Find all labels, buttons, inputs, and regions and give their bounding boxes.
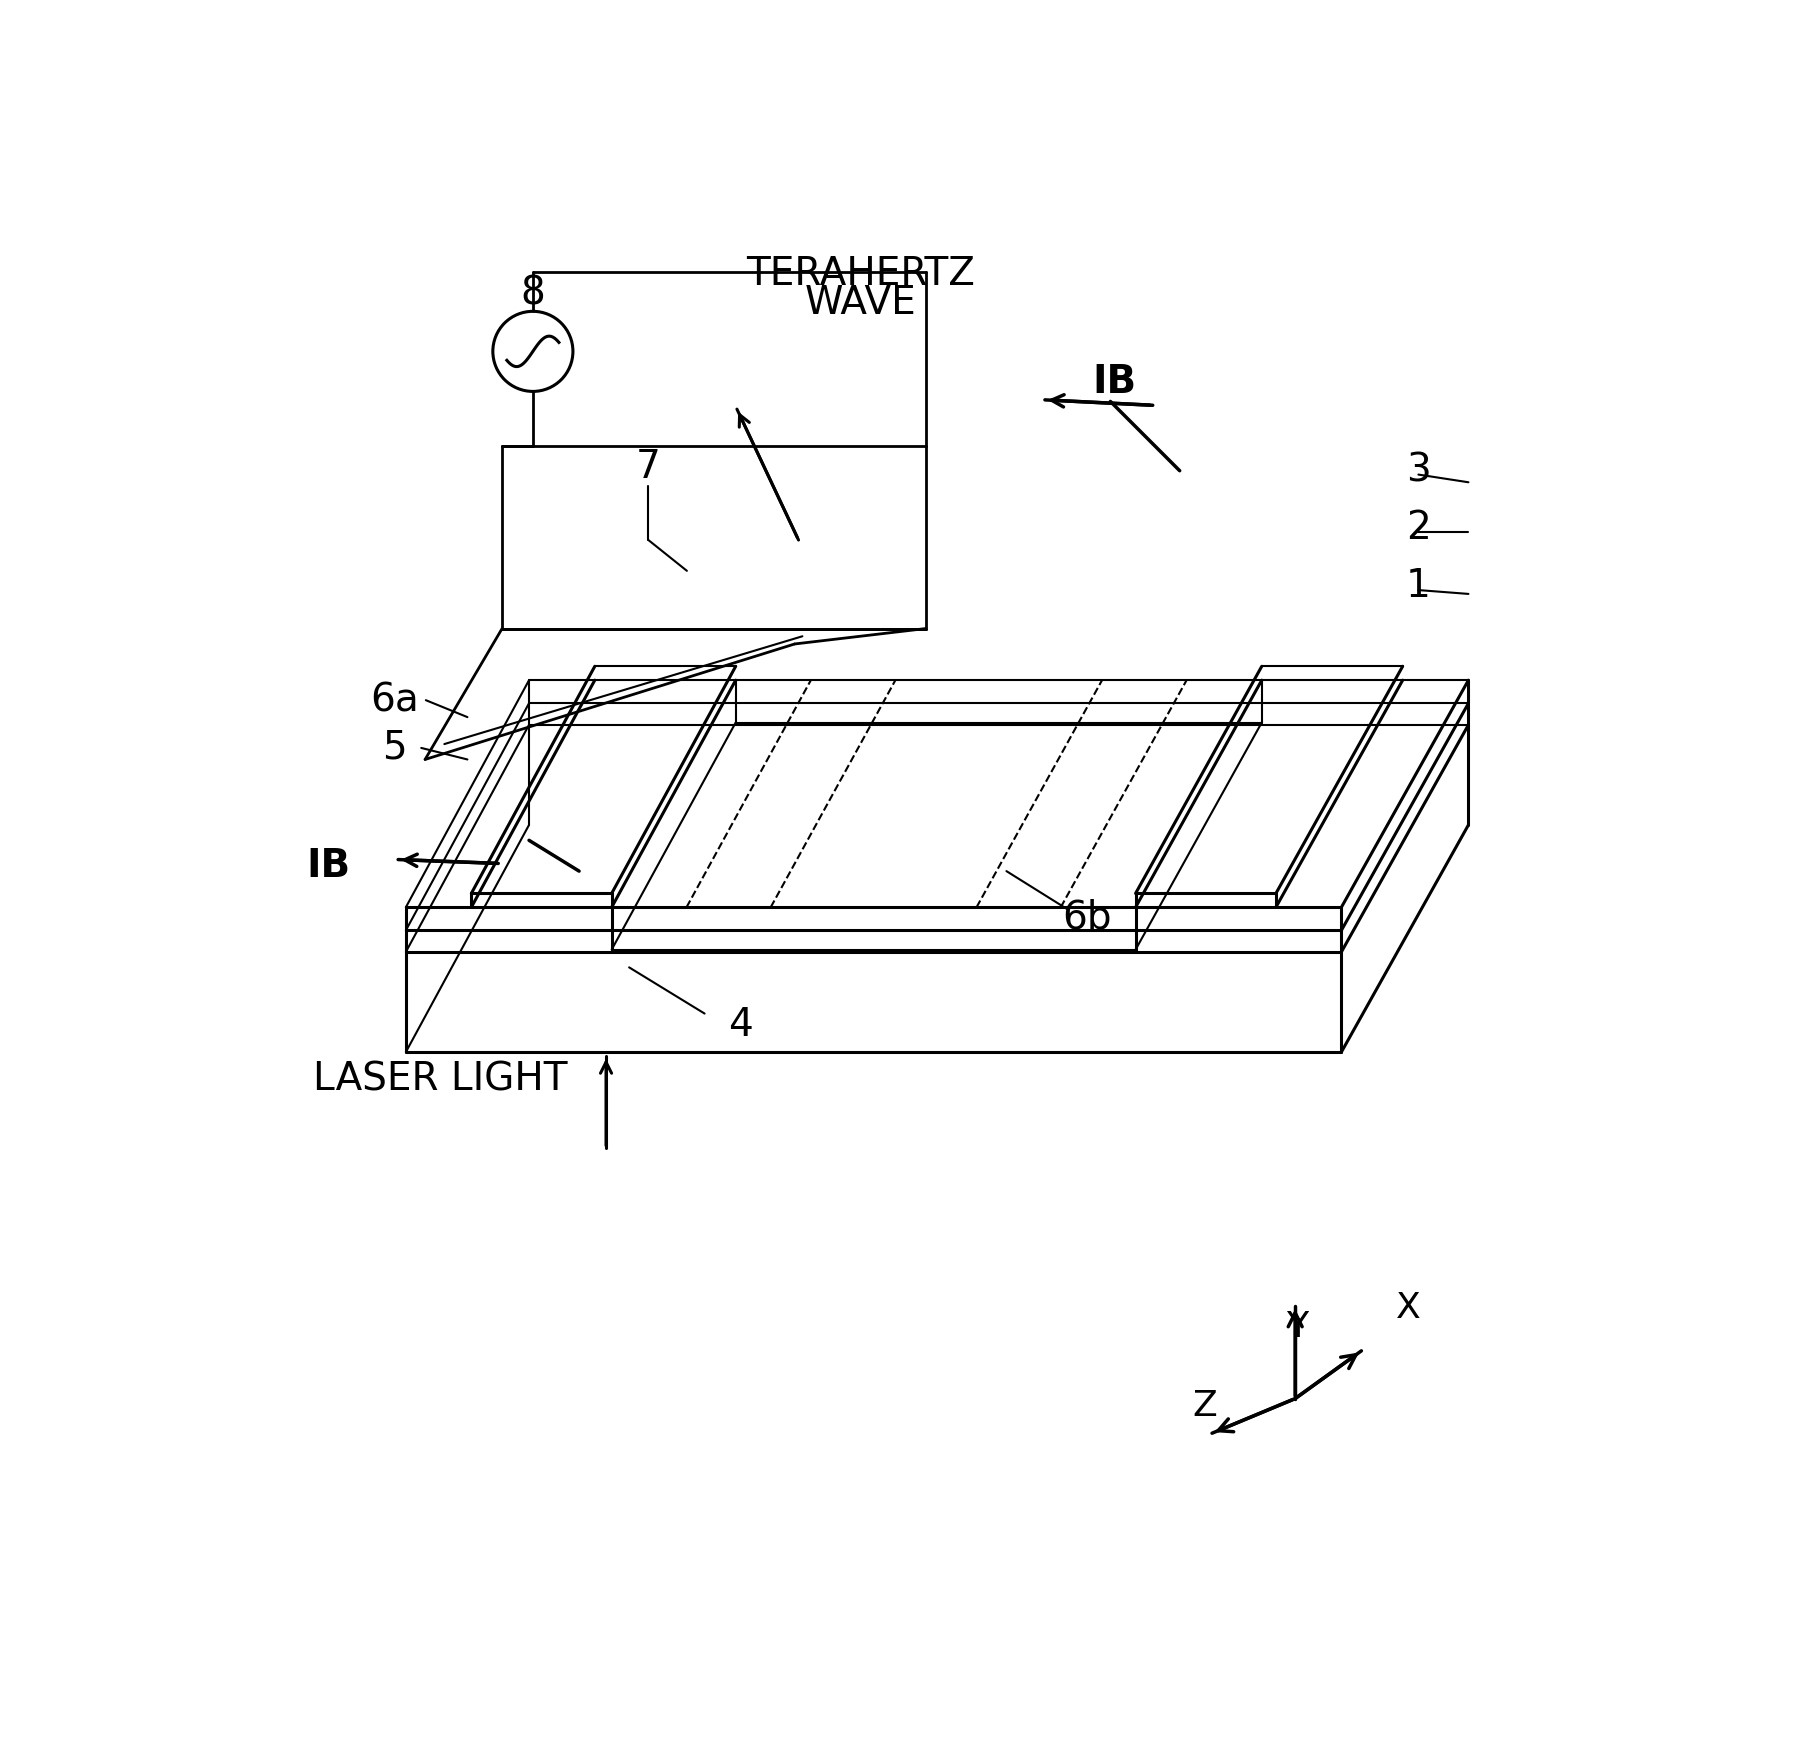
Text: 6b: 6b [1062, 898, 1112, 937]
Text: Y: Y [1286, 1309, 1308, 1344]
Text: 6a: 6a [370, 681, 418, 719]
Text: 5: 5 [382, 729, 407, 768]
Text: WAVE: WAVE [804, 284, 917, 322]
Text: X: X [1396, 1292, 1421, 1325]
Text: IB: IB [307, 846, 352, 884]
Text: IB: IB [1093, 364, 1136, 400]
Text: 4: 4 [728, 1006, 753, 1045]
Text: Z: Z [1193, 1389, 1218, 1424]
Text: LASER LIGHT: LASER LIGHT [314, 1060, 567, 1099]
Text: 2: 2 [1406, 510, 1432, 547]
Text: TERAHERTZ: TERAHERTZ [746, 256, 974, 294]
Text: 7: 7 [635, 447, 660, 486]
Text: 1: 1 [1406, 568, 1432, 606]
Text: 3: 3 [1406, 451, 1432, 489]
Text: 8: 8 [520, 275, 545, 313]
